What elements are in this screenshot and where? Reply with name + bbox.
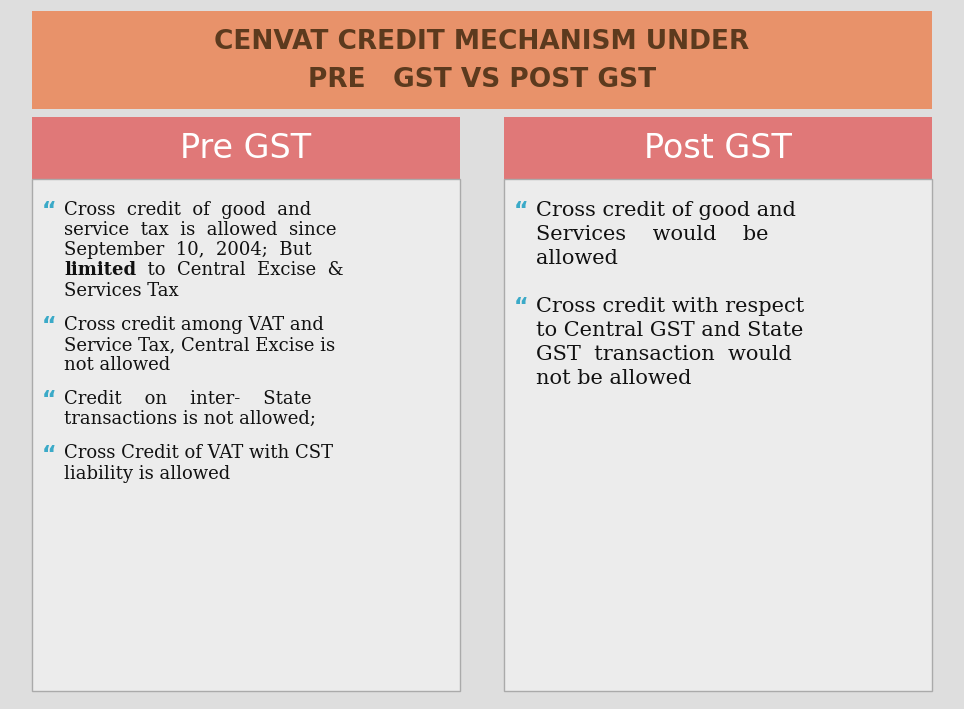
Text: “: “ [42, 316, 57, 336]
Text: “: “ [42, 445, 57, 464]
Text: Cross credit of good and: Cross credit of good and [536, 201, 796, 220]
Text: Cross credit with respect: Cross credit with respect [536, 297, 804, 316]
Text: “: “ [42, 201, 57, 221]
Text: liability is allowed: liability is allowed [64, 464, 230, 483]
FancyBboxPatch shape [32, 179, 460, 691]
Text: “: “ [42, 390, 57, 411]
Text: to Central GST and State: to Central GST and State [536, 321, 803, 340]
Text: Cross Credit of VAT with CST: Cross Credit of VAT with CST [64, 445, 333, 462]
Text: “: “ [514, 297, 528, 317]
Text: Service Tax, Central Excise is: Service Tax, Central Excise is [64, 336, 335, 354]
Text: CENVAT CREDIT MECHANISM UNDER: CENVAT CREDIT MECHANISM UNDER [214, 29, 750, 55]
Text: allowed: allowed [536, 249, 618, 268]
Text: Post GST: Post GST [644, 131, 792, 164]
Text: Services    would    be: Services would be [536, 225, 768, 244]
Text: to  Central  Excise  &: to Central Excise & [136, 262, 344, 279]
Text: transactions is not allowed;: transactions is not allowed; [64, 411, 316, 428]
Text: Cross credit among VAT and: Cross credit among VAT and [64, 316, 324, 334]
Text: not allowed: not allowed [64, 356, 171, 374]
FancyBboxPatch shape [504, 117, 932, 179]
Text: Credit    on    inter-    State: Credit on inter- State [64, 390, 311, 408]
Text: limited: limited [64, 262, 136, 279]
Text: “: “ [514, 201, 528, 221]
Text: GST  transaction  would: GST transaction would [536, 345, 791, 364]
Text: Cross  credit  of  good  and: Cross credit of good and [64, 201, 311, 219]
Text: Services Tax: Services Tax [64, 281, 178, 300]
FancyBboxPatch shape [32, 117, 460, 179]
Text: service  tax  is  allowed  since: service tax is allowed since [64, 221, 336, 239]
Text: not be allowed: not be allowed [536, 369, 691, 388]
Text: September  10,  2004;  But: September 10, 2004; But [64, 241, 311, 259]
FancyBboxPatch shape [504, 179, 932, 691]
FancyBboxPatch shape [32, 11, 932, 109]
Text: PRE   GST VS POST GST: PRE GST VS POST GST [308, 67, 656, 93]
Text: Pre GST: Pre GST [180, 131, 311, 164]
